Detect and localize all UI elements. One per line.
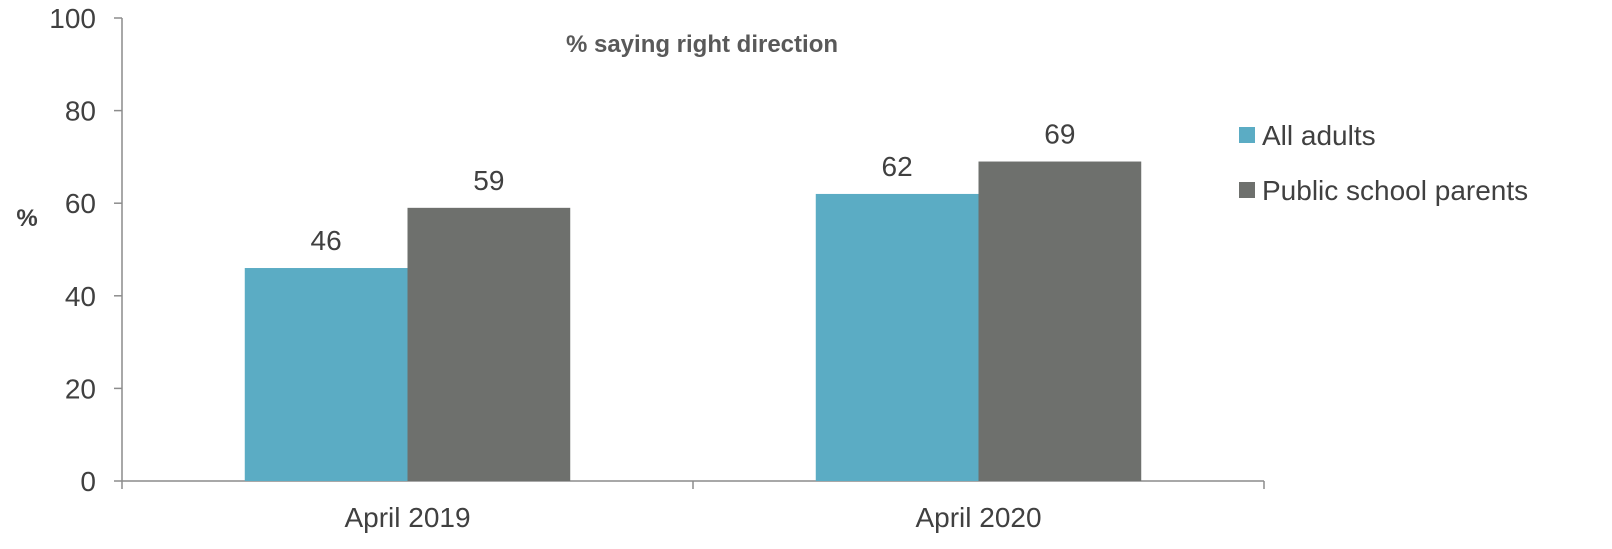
bar: [407, 207, 571, 481]
y-tick-label: 40: [65, 281, 96, 312]
legend-swatch: [1239, 182, 1255, 198]
data-label: 62: [882, 151, 913, 182]
legend-label: Public school parents: [1262, 175, 1528, 206]
legend: All adults Public school parents: [1239, 120, 1528, 206]
x-tick-label: April 2020: [915, 502, 1041, 533]
y-tick-label: 100: [49, 3, 96, 34]
y-axis-label: %: [16, 205, 37, 232]
data-label: 59: [473, 165, 504, 196]
bar: [978, 161, 1142, 481]
bar: [815, 193, 979, 481]
chart-title: % saying right direction: [566, 31, 838, 58]
y-axis: 0 20 40 60 80 100: [49, 3, 123, 497]
y-tick-label: 80: [65, 96, 96, 127]
bar: [244, 268, 408, 481]
y-tick-label: 20: [65, 373, 96, 404]
bars-group: 46 59 62 69: [244, 119, 1142, 481]
data-label: 69: [1044, 119, 1075, 150]
y-tick-label: 0: [80, 466, 96, 497]
x-axis: April 2019 April 2020: [121, 480, 1265, 533]
x-tick-label: April 2019: [344, 502, 470, 533]
data-label: 46: [311, 225, 342, 256]
legend-label: All adults: [1262, 120, 1376, 151]
y-tick-label: 60: [65, 188, 96, 219]
legend-swatch: [1239, 127, 1255, 143]
